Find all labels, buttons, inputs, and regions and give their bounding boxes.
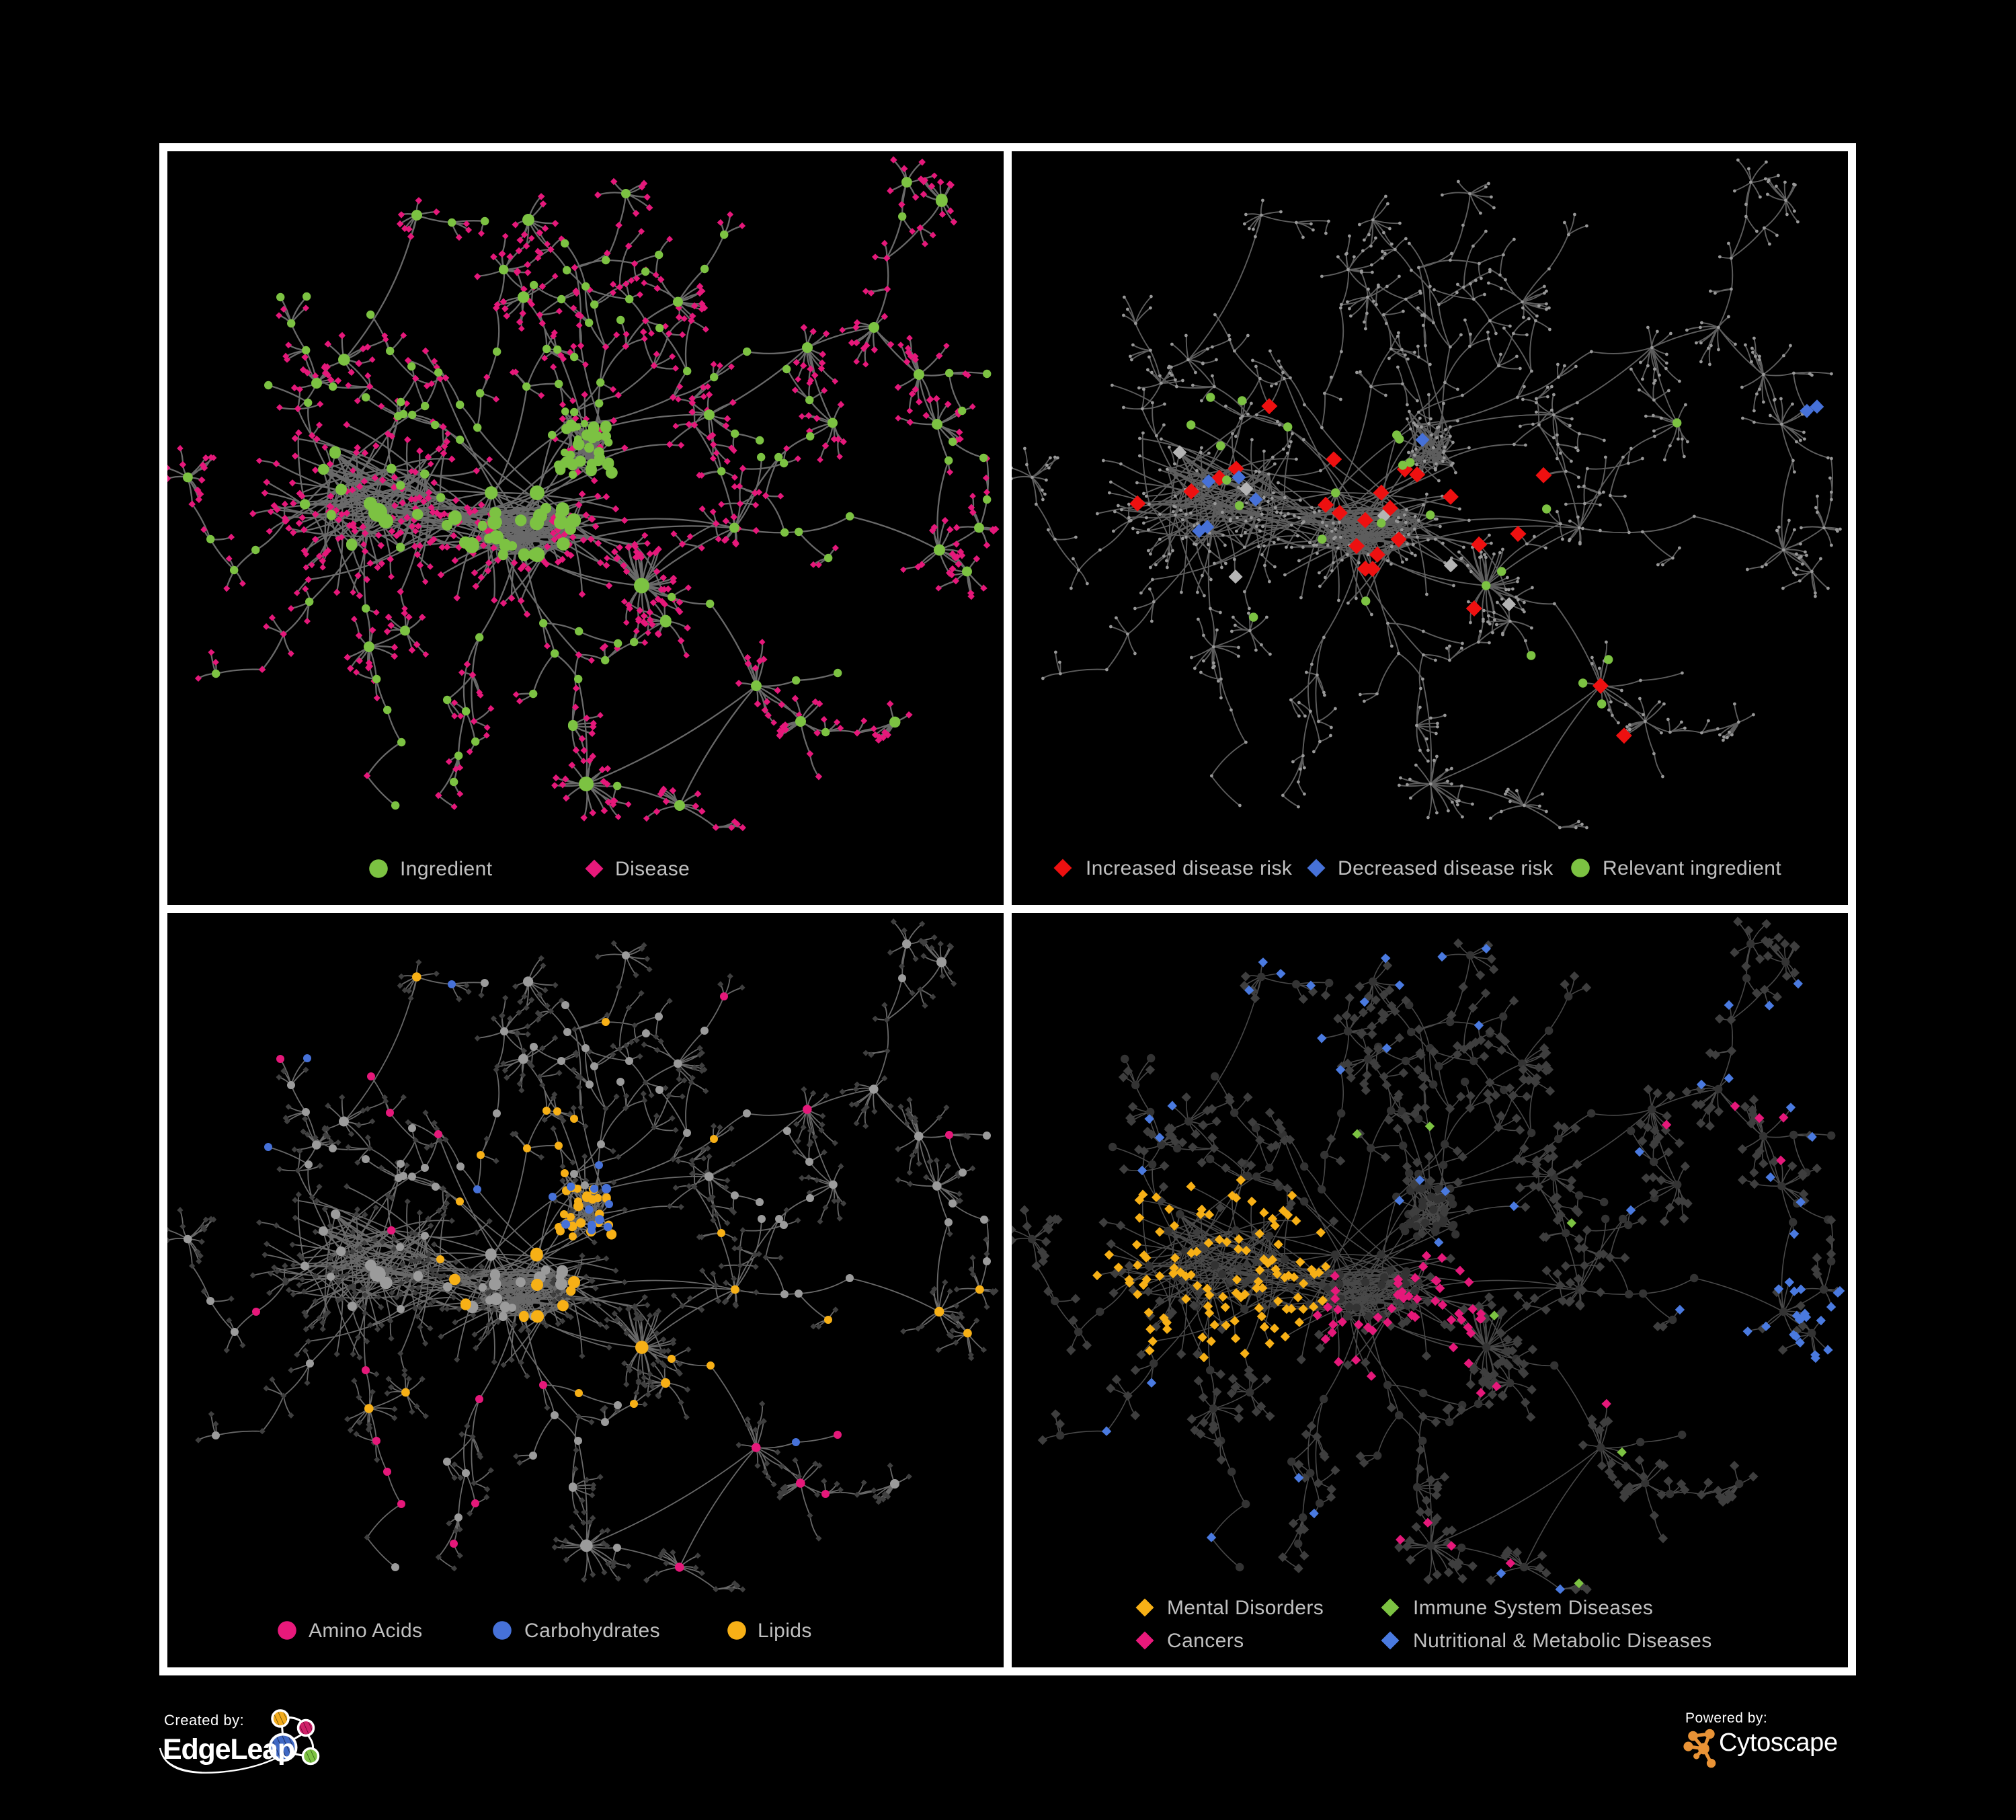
svg-text:Cancers: Cancers [1167, 1630, 1244, 1652]
svg-text:Relevant ingredient: Relevant ingredient [1603, 857, 1781, 879]
svg-text:Increased disease risk: Increased disease risk [1086, 857, 1293, 879]
svg-text:Disease: Disease [615, 858, 690, 880]
svg-text:Immune System Diseases: Immune System Diseases [1413, 1597, 1653, 1619]
svg-text:Ingredient: Ingredient [400, 858, 493, 880]
svg-text:Nutritional & Metabolic Diseas: Nutritional & Metabolic Diseases [1413, 1630, 1712, 1652]
svg-text:Decreased disease risk: Decreased disease risk [1338, 857, 1554, 879]
svg-text:Amino Acids: Amino Acids [309, 1620, 422, 1642]
svg-text:Mental Disorders: Mental Disorders [1167, 1597, 1324, 1619]
svg-text:Lipids: Lipids [758, 1620, 812, 1642]
svg-text:Carbohydrates: Carbohydrates [524, 1620, 660, 1642]
